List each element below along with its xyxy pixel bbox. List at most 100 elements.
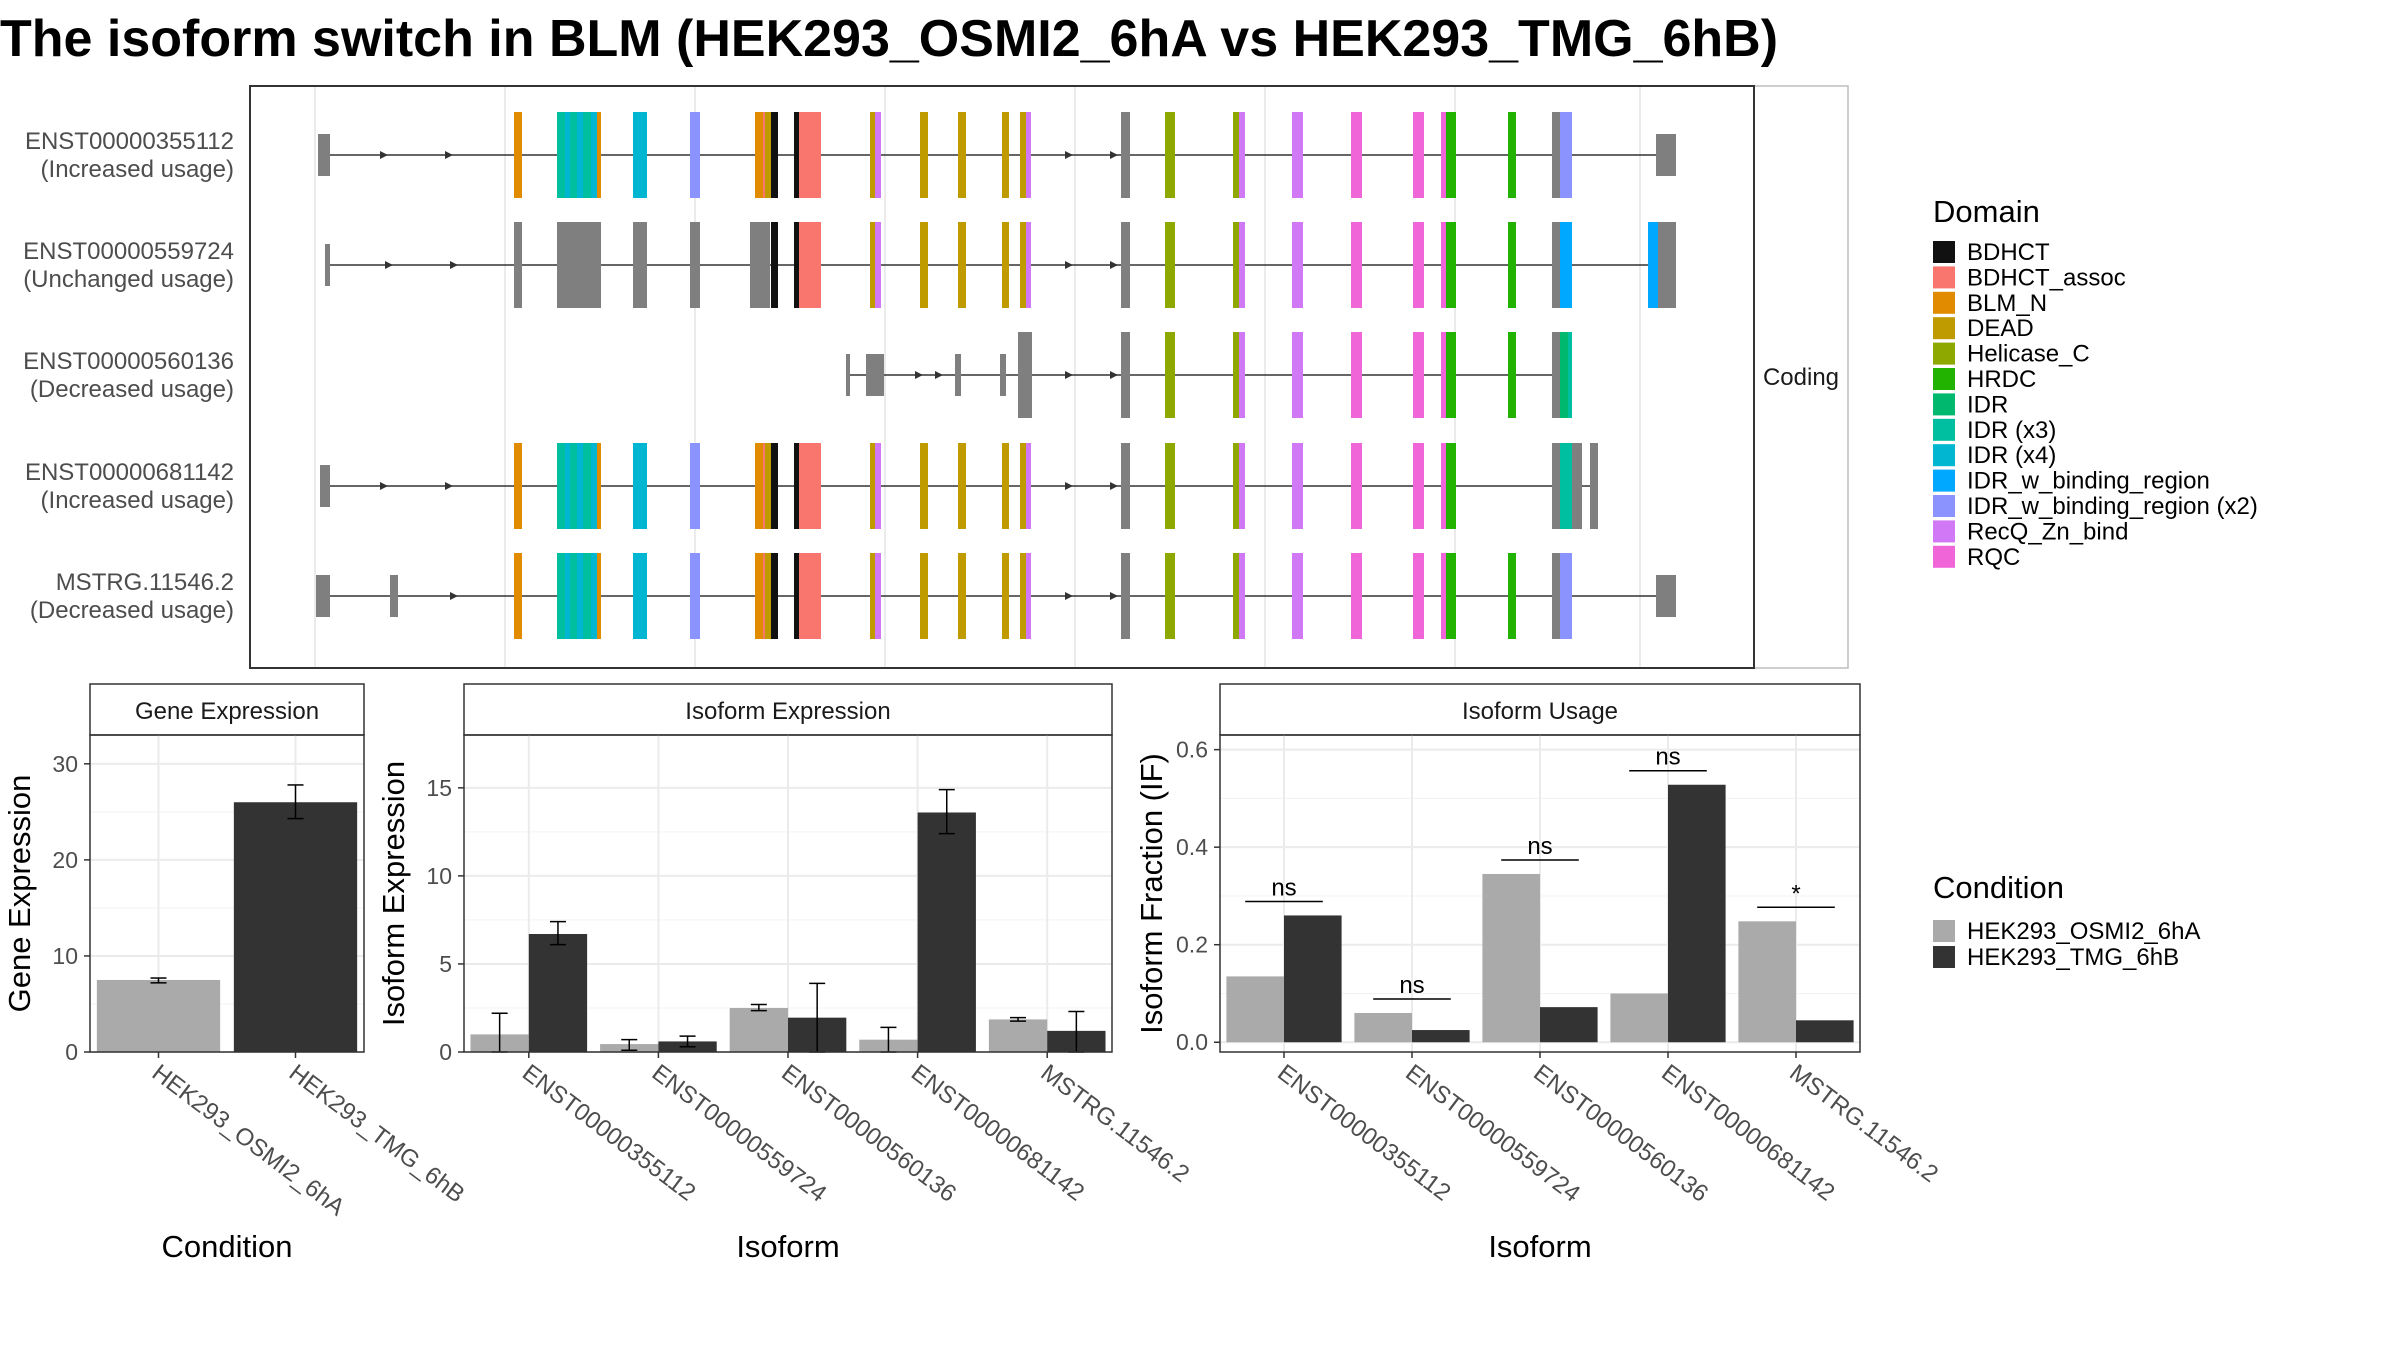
legend-key: [1933, 520, 1955, 543]
coding-exon: [1648, 222, 1658, 308]
bar: [1226, 976, 1284, 1043]
coding-exon: [1002, 222, 1009, 308]
coding-exon: [1233, 332, 1239, 418]
coding-exon: [1002, 112, 1009, 198]
domain-legend-item: Helicase_C: [1933, 341, 2090, 368]
coding-exon: [591, 443, 599, 529]
bar: [1796, 1020, 1854, 1043]
coding-exon: [557, 222, 601, 308]
coding-exon: [1239, 443, 1245, 529]
coding-exon: [1292, 222, 1303, 308]
legend-label: RQC: [1967, 544, 2020, 571]
coding-exon: [765, 443, 771, 529]
y-tick-label: 0.4: [1176, 834, 1208, 860]
strand-arrow: [450, 261, 458, 269]
coding-exon: [633, 553, 647, 639]
domain-legend-item: IDR_w_binding_region: [1933, 468, 2210, 495]
legend-label: Helicase_C: [1967, 341, 2090, 368]
legend-label: BDHCT_assoc: [1967, 264, 2126, 291]
legend-label: DEAD: [1967, 315, 2034, 342]
coding-exon: [1552, 553, 1560, 639]
bar: [729, 1007, 788, 1052]
coding-exon: [1446, 112, 1456, 198]
coding-exon: [1560, 222, 1572, 308]
coding-exon: [1026, 222, 1031, 308]
coding-exon: [597, 553, 601, 639]
legend-key: [1933, 368, 1955, 390]
coding-exon: [794, 443, 799, 529]
domain-legend-item: RecQ_Zn_bind: [1933, 518, 2128, 545]
coding-exon: [799, 443, 821, 529]
coding-exon: [1026, 443, 1031, 529]
isoform-usage-label: (Increased usage): [41, 487, 234, 514]
coding-exon: [1441, 222, 1446, 308]
coding-exon: [1292, 443, 1303, 529]
coding-exon: [1121, 332, 1130, 418]
coding-exon: [920, 443, 928, 529]
coding-exon: [690, 222, 700, 308]
bar: [1354, 1012, 1412, 1043]
legend-key: [1933, 393, 1955, 416]
coding-exon: [1239, 112, 1245, 198]
coding-exon: [557, 112, 565, 198]
bar-charts: Gene Expression0102030HEK293_OSMI2_6hAHE…: [2, 683, 1943, 1264]
coding-exon: [1121, 112, 1130, 198]
domain-legend-item: BDHCT_assoc: [1933, 264, 2126, 291]
coding-exon: [799, 553, 821, 639]
isoform-usage-label: (Unchanged usage): [23, 266, 234, 293]
domain-legend-item: IDR (x4): [1933, 442, 2056, 469]
chart-panel: Isoform Expression051015ENST00000355112E…: [376, 683, 1194, 1264]
y-tick-label: 10: [426, 863, 452, 889]
utr-exon: [325, 244, 330, 286]
panel-strip-title: Isoform Expression: [685, 698, 890, 725]
utr-exon: [1656, 134, 1676, 176]
y-tick-label: 10: [52, 943, 78, 969]
coding-exon: [870, 443, 875, 529]
strand-arrow: [1065, 592, 1073, 600]
legend-key: [1933, 241, 1955, 263]
coding-exon: [1441, 112, 1446, 198]
coding-exon: [1552, 332, 1560, 418]
bar: [988, 1019, 1048, 1052]
transcript-row: [316, 553, 1676, 639]
y-tick-label: 0.2: [1176, 932, 1208, 958]
coding-exon: [565, 443, 570, 529]
domain-legend-item: IDR: [1933, 391, 2008, 418]
y-tick-label: 20: [52, 847, 78, 873]
coding-exon: [755, 112, 763, 198]
coding-exon: [690, 443, 700, 529]
coding-exon: [1165, 553, 1175, 639]
legend-key: [1933, 495, 1955, 517]
coding-exon: [799, 112, 821, 198]
coding-exon: [565, 112, 570, 198]
coding-exon: [1165, 443, 1175, 529]
facet-strip-label: Coding: [1763, 364, 1839, 391]
transcript-row: [320, 443, 1598, 529]
coding-exon: [1292, 332, 1303, 418]
coding-exon: [1233, 112, 1239, 198]
coding-exon: [514, 553, 522, 639]
coding-exon: [557, 553, 565, 639]
coding-exon: [920, 553, 928, 639]
coding-exon: [591, 553, 599, 639]
significance-label: ns: [1399, 972, 1424, 999]
coding-exon: [1121, 443, 1130, 529]
bar: [96, 979, 221, 1052]
coding-exon: [765, 112, 771, 198]
legend-label: BLM_N: [1967, 290, 2047, 317]
coding-exon: [1508, 112, 1516, 198]
x-axis-title: Isoform: [1488, 1229, 1591, 1264]
strand-arrow: [1065, 261, 1073, 269]
coding-exon: [1658, 222, 1676, 308]
coding-exon: [1233, 443, 1239, 529]
coding-exon: [570, 553, 577, 639]
domain-legend-item: IDR_w_binding_region (x2): [1933, 493, 2258, 520]
legend-key: [1933, 469, 1955, 492]
coding-exon: [1446, 222, 1456, 308]
strand-arrow: [380, 482, 388, 490]
y-tick-label: 15: [426, 775, 452, 801]
coding-exon: [1292, 112, 1303, 198]
coding-exon: [1508, 222, 1516, 308]
coding-exon: [958, 222, 966, 308]
coding-exon: [1292, 553, 1303, 639]
